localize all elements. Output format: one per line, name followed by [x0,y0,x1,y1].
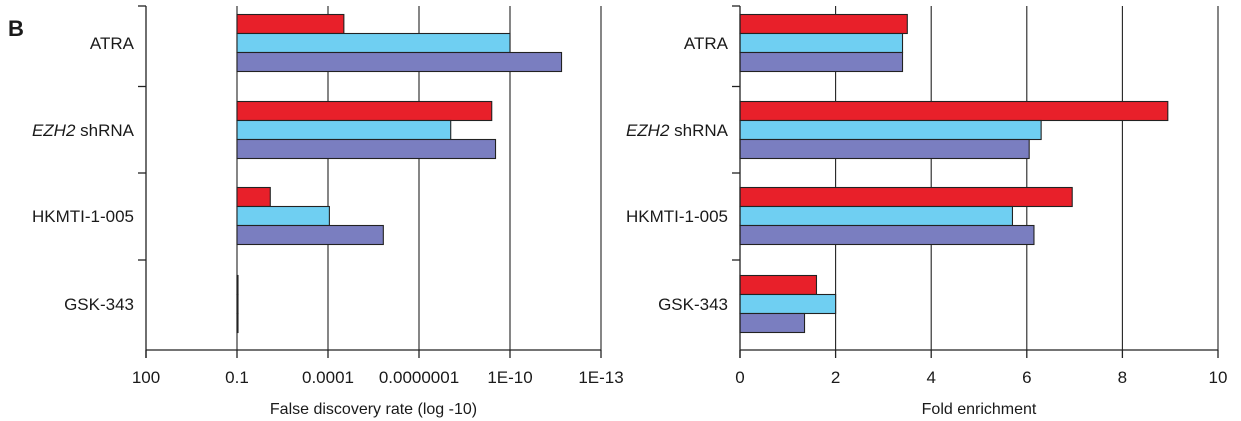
category-label-3: HKMTI-1-005 [32,207,134,226]
bar-atra-series-2 [739,32,904,54]
bar-hkmti-1-005-series-2 [236,205,330,227]
category-label-4: GSK-343 [64,295,134,314]
category-label-2: EZH2 shRNA [32,121,135,140]
category-label-3: HKMTI-1-005 [626,207,728,226]
x-tick-label-3: 0.0000001 [379,368,459,387]
x-tick-label-1: 0.1 [225,368,249,387]
x-tick-label-5: 10 [1209,368,1228,387]
x-tick-label-0: 100 [132,368,160,387]
x-tick-label-5: 1E-13 [578,368,623,387]
bar-gsk-343-series-2 [739,293,837,315]
category-label-1: ATRA [684,34,729,53]
bar-ezh2-shrna-series-2 [739,119,1042,141]
bar-gsk-343-series-1 [236,274,239,296]
category-label-2: EZH2 shRNA [626,121,729,140]
x-tick-label-2: 4 [926,368,935,387]
x-tick-label-4: 8 [1118,368,1127,387]
bar-hkmti-1-005-series-2 [739,205,1014,227]
x-tick-label-3: 6 [1022,368,1031,387]
chart-fdr: 100 0.1 0.0001 0.0000001 1E-10 1E-13 ATRA EZH2 … [32,5,624,418]
x-tick-label-1: 2 [831,368,840,387]
bar-ezh2-shrna-series-3 [236,138,497,160]
chart-fold-enrichment: 0 2 4 6 8 10 ATRA EZH2 shRNA HKMTI-1-005 GSK-343 F… [626,5,1228,418]
bar-atra-series-1 [236,13,345,35]
bar-atra-series-3 [739,51,904,73]
bar-hkmti-1-005-series-1 [236,186,271,208]
bar-ezh2-shrna-series-3 [739,138,1030,160]
x-axis-title: False discovery rate (log -10) [270,401,477,418]
bar-gsk-343-series-1 [739,274,818,296]
bar-hkmti-1-005-series-3 [739,224,1035,246]
bar-atra-series-3 [236,51,563,73]
bar-hkmti-1-005-series-1 [739,186,1073,208]
x-tick-label-0: 0 [735,368,744,387]
bar-ezh2-shrna-series-1 [236,100,493,122]
bar-atra-series-2 [236,32,511,54]
bar-gsk-343-series-3 [236,312,239,334]
bar-atra-series-1 [739,13,908,35]
bar-hkmti-1-005-series-3 [236,224,384,246]
category-label-4: GSK-343 [658,295,728,314]
bar-ezh2-shrna-series-2 [236,119,452,141]
panel-label: B [8,16,24,41]
bar-gsk-343-series-2 [236,293,239,315]
x-tick-label-4: 1E-10 [487,368,532,387]
bar-ezh2-shrna-series-1 [739,100,1169,122]
bar-gsk-343-series-3 [739,312,806,334]
x-tick-label-2: 0.0001 [302,368,354,387]
x-axis-title: Fold enrichment [922,401,1037,418]
category-label-1: ATRA [90,34,135,53]
